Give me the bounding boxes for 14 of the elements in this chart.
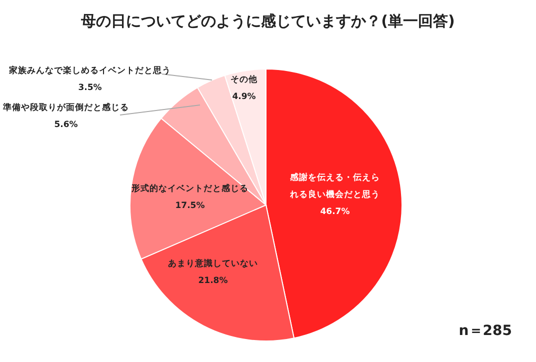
slice-label: 準備や段取りが面倒だと感じる xyxy=(2,102,129,113)
text: n＝285 xyxy=(458,322,512,340)
data-label: 21.8% xyxy=(198,276,228,286)
slice-label: その他 xyxy=(230,74,258,85)
data-label: 5.6% xyxy=(54,120,78,130)
slice-label: あまり意識していない xyxy=(168,258,258,269)
data-label: 4.9% xyxy=(232,92,256,102)
slice-label: 感謝を伝える・伝えられる良い機会だと思う xyxy=(289,172,380,200)
chart-title: 母の日についてどのように感じていますか？(単一回答) xyxy=(80,12,456,31)
slice-label: 家族みんなで楽しめるイベントだと思う xyxy=(8,65,171,76)
slice-label: 形式的なイベントだと感じる xyxy=(130,183,248,194)
data-label: 17.5% xyxy=(175,201,206,211)
data-label: 46.7% xyxy=(320,207,350,217)
data-label: 3.5% xyxy=(78,83,102,93)
